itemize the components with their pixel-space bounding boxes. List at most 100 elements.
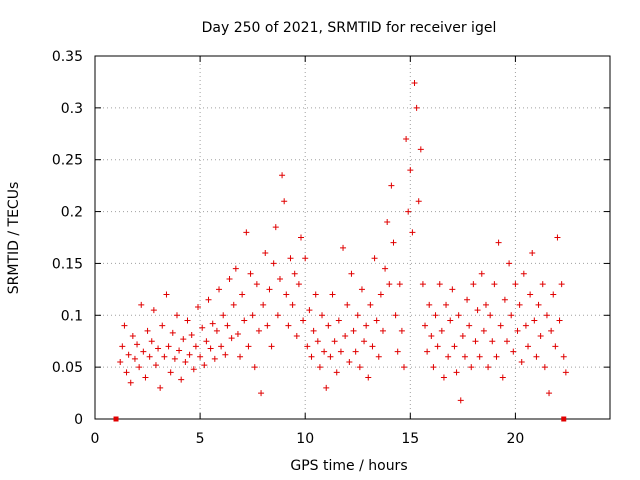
data-point <box>186 351 193 358</box>
data-point <box>268 343 275 350</box>
data-point <box>482 301 489 308</box>
data-point <box>455 312 462 319</box>
data-point <box>459 333 466 340</box>
data-point <box>525 343 532 350</box>
data-point <box>249 312 256 319</box>
data-point <box>541 364 548 371</box>
data-point <box>144 327 151 334</box>
data-point <box>386 281 393 288</box>
data-point <box>310 327 317 334</box>
data-point <box>304 343 311 350</box>
data-point <box>163 291 170 298</box>
data-point <box>432 312 439 319</box>
data-point <box>287 255 294 262</box>
data-point <box>203 338 210 345</box>
data-point <box>550 291 557 298</box>
data-point <box>218 343 225 350</box>
data-point <box>367 301 374 308</box>
data-point <box>512 281 519 288</box>
data-point <box>428 333 435 340</box>
data-point <box>285 322 292 329</box>
data-point <box>295 281 302 288</box>
data-point <box>182 358 189 365</box>
data-point <box>155 345 162 352</box>
data-point <box>293 333 300 340</box>
x-tick-label: 20 <box>506 431 524 447</box>
data-point <box>216 286 223 293</box>
data-point <box>430 364 437 371</box>
data-point <box>325 322 332 329</box>
data-point <box>363 322 370 329</box>
data-point <box>445 353 452 360</box>
data-point <box>478 270 485 277</box>
data-point <box>552 343 559 350</box>
data-point <box>314 338 321 345</box>
data-point <box>390 239 397 246</box>
data-point <box>379 327 386 334</box>
data-point <box>190 366 197 373</box>
data-point <box>255 327 262 334</box>
data-point <box>117 358 124 365</box>
data-point <box>243 229 250 236</box>
data-point <box>348 270 355 277</box>
data-point <box>434 343 441 350</box>
data-point <box>159 322 166 329</box>
data-point <box>440 374 447 381</box>
data-point <box>247 270 254 277</box>
data-point <box>520 270 527 277</box>
data-point <box>560 353 567 360</box>
data-point <box>291 270 298 277</box>
data-point <box>554 234 561 241</box>
y-axis-label: SRMTID / TECUs <box>6 182 22 295</box>
data-point <box>377 291 384 298</box>
y-tick-label: 0.25 <box>52 153 83 169</box>
data-point <box>518 358 525 365</box>
chart-title: Day 250 of 2021, SRMTID for receiver ige… <box>202 20 497 36</box>
data-point <box>472 338 479 345</box>
data-point <box>369 343 376 350</box>
y-tick-label: 0.05 <box>52 360 83 376</box>
data-point <box>241 317 248 324</box>
data-point <box>184 317 191 324</box>
data-point <box>224 322 231 329</box>
data-point <box>529 250 536 257</box>
data-point <box>119 343 126 350</box>
data-point <box>142 374 149 381</box>
zero-marker <box>561 416 567 422</box>
data-point <box>403 135 410 142</box>
data-point <box>167 369 174 376</box>
data-point <box>426 301 433 308</box>
data-point <box>449 286 456 293</box>
y-tick-labels: 0 0.05 0.1 0.15 0.2 0.25 0.3 0.35 <box>52 49 83 428</box>
data-point <box>152 362 159 369</box>
data-point <box>327 353 334 360</box>
data-point <box>131 355 138 362</box>
data-point <box>234 330 241 337</box>
data-point <box>121 322 128 329</box>
data-point <box>411 79 418 86</box>
data-point <box>451 343 458 350</box>
data-point <box>354 312 361 319</box>
data-point <box>173 312 180 319</box>
data-point <box>413 104 420 111</box>
data-point <box>289 301 296 308</box>
data-point <box>346 358 353 365</box>
data-point <box>558 281 565 288</box>
data-point <box>358 286 365 293</box>
x-tick-labels: 0 5 10 15 20 <box>91 431 525 447</box>
data-point <box>375 353 382 360</box>
data-point <box>457 397 464 404</box>
data-point <box>556 317 563 324</box>
data-point <box>436 281 443 288</box>
x-tick-label: 10 <box>296 431 314 447</box>
y-tick-label: 0.15 <box>52 256 83 272</box>
data-point <box>188 331 195 338</box>
data-point <box>495 239 502 246</box>
data-point <box>461 353 468 360</box>
data-point <box>306 307 313 314</box>
data-point <box>136 364 143 371</box>
data-point <box>146 353 153 360</box>
data-point <box>394 348 401 355</box>
